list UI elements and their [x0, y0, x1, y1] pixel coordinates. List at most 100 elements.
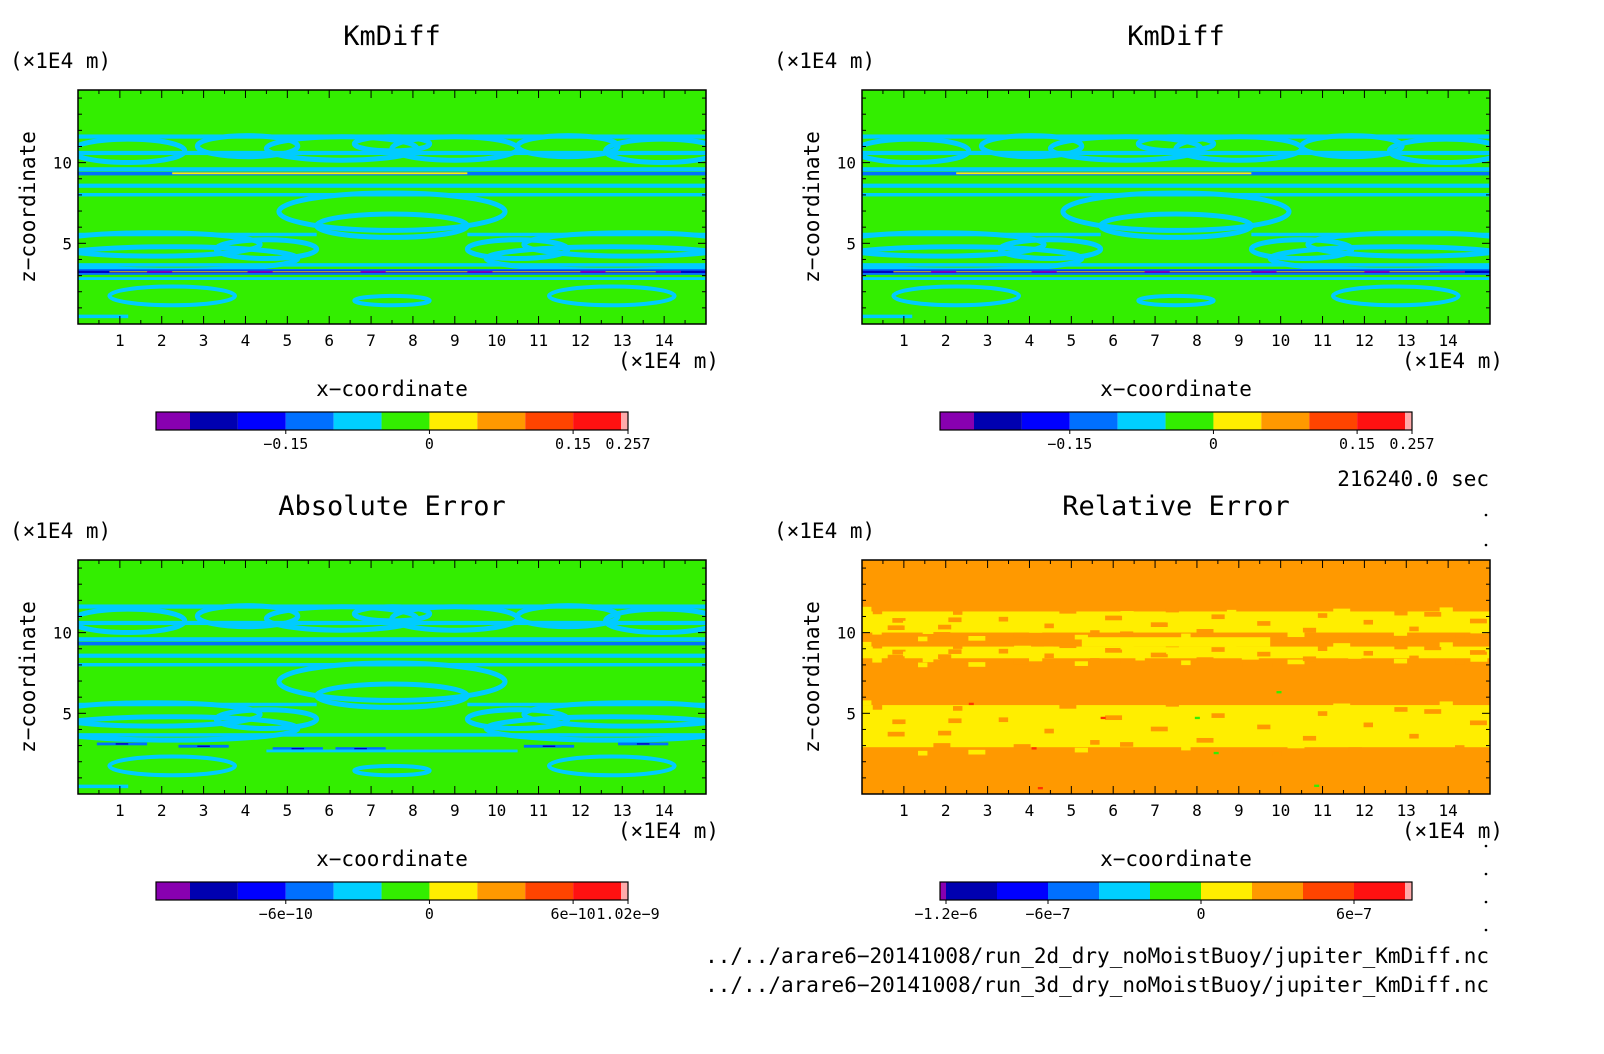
colorbar-swatch [429, 882, 478, 900]
x-tick-label: 10 [487, 801, 506, 820]
colorbar: −0.15 0 0.15 0.257 [939, 411, 1435, 453]
heatmap-field [78, 90, 706, 324]
x-unit-label: (×1E4 m) [1402, 819, 1503, 843]
x-tick-label: 13 [1397, 801, 1416, 820]
x-tick-label: 14 [1439, 801, 1458, 820]
x-tick-label: 9 [450, 801, 460, 820]
colorbar-swatch [477, 882, 526, 900]
colorbar-swatch [1261, 412, 1310, 430]
x-tick-label: 11 [529, 331, 548, 350]
x-tick-label: 10 [1271, 801, 1290, 820]
x-tick-label: 7 [366, 331, 376, 350]
y-unit-label: (×1E4 m) [10, 49, 111, 73]
x-tick-label: 4 [1025, 331, 1035, 350]
colorbar-tick-label: 6e−7 [1336, 905, 1372, 923]
colorbar-swatch [525, 412, 574, 430]
x-tick-label: 2 [157, 801, 167, 820]
panel-title: KmDiff [343, 21, 441, 52]
x-tick-label: 12 [571, 331, 590, 350]
x-tick-label: 1 [899, 331, 909, 350]
y-axis-label: z−coordinate [800, 131, 824, 283]
x-tick-label: 14 [1439, 331, 1458, 350]
colorbar-tick-label: 0.257 [1389, 435, 1434, 453]
colorbar-swatch [429, 412, 478, 430]
x-tick-label: 14 [655, 801, 674, 820]
colorbar-tick-label: 1.02e−9 [596, 905, 659, 923]
x-tick-label: 6 [324, 331, 334, 350]
x-tick-label: 11 [1313, 331, 1332, 350]
colorbar-swatch [1048, 882, 1099, 900]
x-tick-label: 7 [366, 801, 376, 820]
colorbar-swatch [333, 412, 382, 430]
colorbar-swatch [156, 882, 190, 900]
footer-dots [1484, 513, 1488, 932]
x-tick-label: 2 [157, 331, 167, 350]
colorbar-tick-label: −1.2e−6 [914, 905, 977, 923]
colorbar-swatch [333, 882, 382, 900]
x-tick-label: 4 [241, 331, 251, 350]
x-tick-label: 13 [613, 331, 632, 350]
x-unit-label: (×1E4 m) [1402, 349, 1503, 373]
x-axis-label: x−coordinate [316, 847, 468, 871]
colorbar-swatch [1117, 412, 1166, 430]
x-tick-label: 3 [983, 331, 993, 350]
x-tick-label: 9 [450, 331, 460, 350]
colorbar-swatch [1165, 412, 1214, 430]
x-tick-label: 9 [1234, 331, 1244, 350]
x-tick-label: 12 [571, 801, 590, 820]
x-tick-label: 8 [1192, 801, 1202, 820]
x-tick-label: 5 [283, 801, 293, 820]
colorbar-tick-label: 0 [1209, 435, 1218, 453]
colorbar-swatch [525, 882, 574, 900]
colorbar-swatch [573, 882, 621, 900]
y-tick-label: 10 [53, 624, 72, 643]
y-axis-label: z−coordinate [800, 601, 824, 753]
x-tick-label: 5 [283, 331, 293, 350]
colorbar-tick-label: −6e−7 [1025, 905, 1070, 923]
heatmap-field [862, 90, 1490, 324]
x-tick-label: 2 [941, 331, 951, 350]
colorbar-swatch [621, 412, 628, 430]
y-tick-label: 5 [846, 704, 856, 723]
colorbar-tick-label: 6e−10 [551, 905, 596, 923]
x-axis-label: x−coordinate [1100, 377, 1252, 401]
colorbar-swatch [477, 412, 526, 430]
colorbar-swatch [946, 882, 997, 900]
x-tick-label: 4 [1025, 801, 1035, 820]
x-tick-label: 4 [241, 801, 251, 820]
colorbar-swatch [156, 412, 190, 430]
x-tick-label: 13 [1397, 331, 1416, 350]
x-tick-label: 8 [408, 331, 418, 350]
colorbar-swatch [1069, 412, 1118, 430]
x-tick-label: 5 [1067, 331, 1077, 350]
colorbar-tick-label: 0 [425, 435, 434, 453]
colorbar-swatch [940, 882, 946, 900]
x-tick-label: 9 [1234, 801, 1244, 820]
x-unit-label: (×1E4 m) [618, 349, 719, 373]
colorbar: −1.2e−6 −6e−7 0 6e−7 [914, 881, 1413, 923]
y-tick-label: 10 [53, 154, 72, 173]
x-tick-label: 12 [1355, 331, 1374, 350]
panel-title: KmDiff [1127, 21, 1225, 52]
colorbar-swatch [997, 882, 1048, 900]
x-unit-label: (×1E4 m) [618, 819, 719, 843]
colorbar-swatch [940, 412, 974, 430]
heatmap-field [862, 560, 1490, 794]
panel-absolute-error: Absolute Error (×1E4 m) 1 2 3 4 5 6 7 8 9 10 11 12 1… [10, 491, 719, 923]
colorbar-swatch [1354, 882, 1405, 900]
colorbar-tick-label: −0.15 [263, 435, 308, 453]
colorbar-swatch [381, 882, 430, 900]
colorbar-tick-label: −0.15 [1047, 435, 1092, 453]
x-tick-label: 7 [1150, 801, 1160, 820]
colorbar-swatch [573, 412, 621, 430]
colorbar: −0.15 0 0.15 0.257 [155, 411, 651, 453]
x-tick-label: 1 [899, 801, 909, 820]
colorbar-swatch [1213, 412, 1262, 430]
colorbar-swatch [1405, 882, 1412, 900]
colorbar-swatch [237, 882, 286, 900]
colorbar: −6e−10 0 6e−10 1.02e−9 [155, 881, 660, 923]
